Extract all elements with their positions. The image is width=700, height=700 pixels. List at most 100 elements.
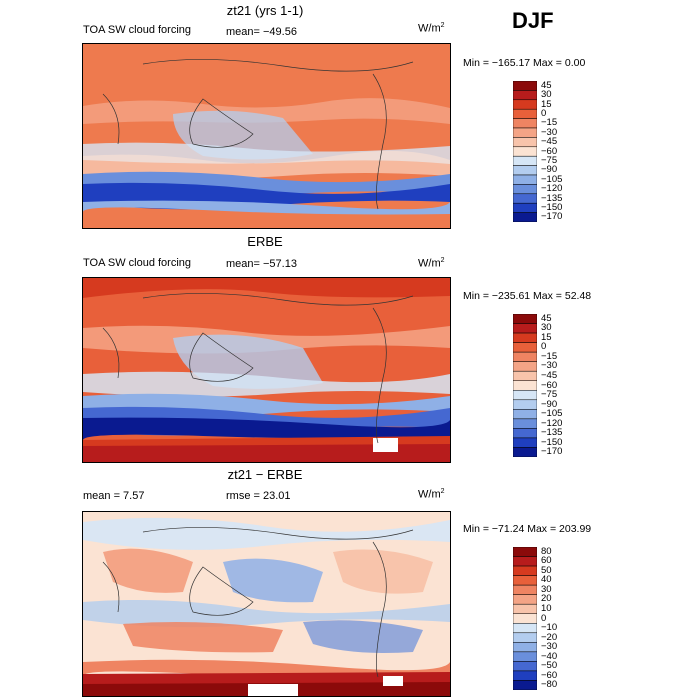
colorbar-swatch: [512, 575, 538, 586]
colorbar-tick-label: −60: [541, 669, 558, 681]
colorbar-tick-label: −150: [541, 201, 563, 213]
panel-1-minmax: Min = −165.17 Max = 0.00: [463, 57, 586, 69]
colorbar-tick-label: −120: [541, 183, 563, 195]
colorbar-swatch: [512, 137, 538, 148]
colorbar-tick-label: −75: [541, 389, 558, 401]
panel-1-units: W/m2: [418, 22, 445, 35]
colorbar-tick-label: −105: [541, 408, 563, 420]
colorbar-swatch: [512, 447, 538, 458]
colorbar-tick-label: 0: [541, 107, 547, 119]
panel-2-variable-label: TOA SW cloud forcing: [83, 257, 192, 269]
colorbar-swatch: [512, 613, 538, 624]
colorbar-tick-label: −60: [541, 379, 558, 391]
colorbar-swatch: [512, 174, 538, 185]
panel-2-minmax: Min = −235.61 Max = 52.48: [463, 290, 592, 302]
colorbar-swatch: [512, 108, 538, 119]
colorbar-swatch: [512, 390, 538, 401]
colorbar-tick-label: 50: [541, 564, 552, 576]
colorbar-tick-label: −90: [541, 164, 558, 176]
colorbar-swatch: [512, 193, 538, 204]
panel-1-mean-label: mean= −49.56: [226, 26, 297, 38]
colorbar-swatch: [512, 409, 538, 420]
panel-1-colorbar: 45 30 15 0 −15 −30 −45 −60 −75 −90 −105 −120 −135 −15…: [512, 80, 562, 227]
colorbar-tick-label: 45: [541, 312, 552, 324]
season-title: DJF: [512, 8, 554, 33]
colorbar-tick-label: 80: [541, 545, 552, 557]
colorbar-swatch: [512, 202, 538, 213]
colorbar-swatch: [512, 670, 538, 681]
colorbar-swatch: [512, 661, 538, 672]
panel-2-map: [82, 277, 451, 463]
colorbar-tick-label: −170: [541, 211, 563, 223]
colorbar-tick-label: 15: [541, 331, 552, 343]
colorbar-tick-label: 40: [541, 574, 552, 586]
panel-3-title: zt21 − ERBE: [227, 467, 303, 482]
colorbar-tick-label: −90: [541, 398, 558, 410]
colorbar-tick-label: −10: [541, 622, 558, 634]
colorbar-swatch: [512, 642, 538, 653]
colorbar-swatch: [512, 632, 538, 643]
colorbar-swatch: [512, 323, 538, 334]
colorbar-swatch: [512, 80, 538, 91]
colorbar-swatch: [512, 428, 538, 439]
panel-2-title: ERBE: [247, 234, 283, 249]
colorbar-tick-label: −75: [541, 154, 558, 166]
panel-2-colorbar-labels: 45 30 15 0 −15 −30 −45 −60 −75 −90 −105 −120 −135 −15…: [541, 312, 581, 458]
colorbar-swatch: [512, 99, 538, 110]
colorbar-tick-label: 30: [541, 322, 552, 334]
colorbar-tick-label: 30: [541, 583, 552, 595]
colorbar-swatch: [512, 594, 538, 605]
panel-1-colorbar-labels: 45 30 15 0 −15 −30 −45 −60 −75 −90 −105 −120 −135 −15…: [541, 79, 581, 223]
colorbar-tick-label: −15: [541, 117, 558, 129]
colorbar-swatch: [512, 680, 538, 691]
colorbar-tick-label: −170: [541, 446, 563, 458]
colorbar-swatch: [512, 212, 538, 223]
colorbar-swatch: [512, 565, 538, 576]
colorbar-swatch: [512, 118, 538, 129]
colorbar-swatch: [512, 380, 538, 391]
panel-1-title: zt21 (yrs 1-1): [226, 3, 304, 18]
colorbar-tick-label: 45: [541, 79, 552, 91]
colorbar-tick-label: −80: [541, 679, 558, 691]
colorbar-tick-label: 10: [541, 602, 552, 614]
colorbar-tick-label: −40: [541, 650, 558, 662]
colorbar-tick-label: 20: [541, 593, 552, 605]
panel-2-mean-label: mean= −57.13: [226, 258, 297, 270]
colorbar-swatch: [512, 418, 538, 429]
colorbar-swatch: [512, 146, 538, 157]
colorbar-tick-label: −30: [541, 641, 558, 653]
panel-2-units: W/m2: [418, 257, 445, 270]
colorbar-swatch: [512, 361, 538, 372]
colorbar-swatch: [512, 351, 538, 362]
colorbar-tick-label: −45: [541, 136, 558, 148]
colorbar-swatch: [512, 399, 538, 410]
colorbar-swatch: [512, 651, 538, 662]
colorbar-swatch: [512, 313, 538, 324]
panel-3-mean-label: mean = 7.57: [83, 490, 145, 502]
colorbar-tick-label: −30: [541, 360, 558, 372]
colorbar-swatch: [512, 437, 538, 448]
colorbar-swatch: [512, 90, 538, 101]
panel-3-colorbar-labels: 80 60 50 40 30 20 10 0 −10 −20 −30 −40 −50 −60 −80: [541, 545, 581, 691]
colorbar-swatch: [512, 127, 538, 138]
colorbar-tick-label: 0: [541, 341, 547, 353]
colorbar-tick-label: −135: [541, 192, 563, 204]
colorbar-tick-label: −135: [541, 427, 563, 439]
colorbar-tick-label: 30: [541, 89, 552, 101]
colorbar-swatch: [512, 370, 538, 381]
panel-1-variable-label: TOA SW cloud forcing: [83, 24, 192, 36]
colorbar-swatch: [512, 332, 538, 343]
colorbar-tick-label: −20: [541, 631, 558, 643]
colorbar-swatch: [512, 546, 538, 557]
panel-1-colorbar-swatches: [512, 80, 538, 223]
colorbar-swatch: [512, 155, 538, 166]
panel-1-map: [82, 43, 451, 229]
panel-3-rmse-label: rmse = 23.01: [226, 490, 291, 502]
panel-2-colorbar-swatches: [512, 313, 538, 458]
colorbar-swatch: [512, 623, 538, 634]
colorbar-tick-label: 0: [541, 612, 547, 624]
panel-3-minmax: Min = −71.24 Max = 203.99: [463, 523, 592, 535]
colorbar-swatch: [512, 184, 538, 195]
colorbar-tick-label: −30: [541, 126, 558, 138]
colorbar-swatch: [512, 556, 538, 567]
